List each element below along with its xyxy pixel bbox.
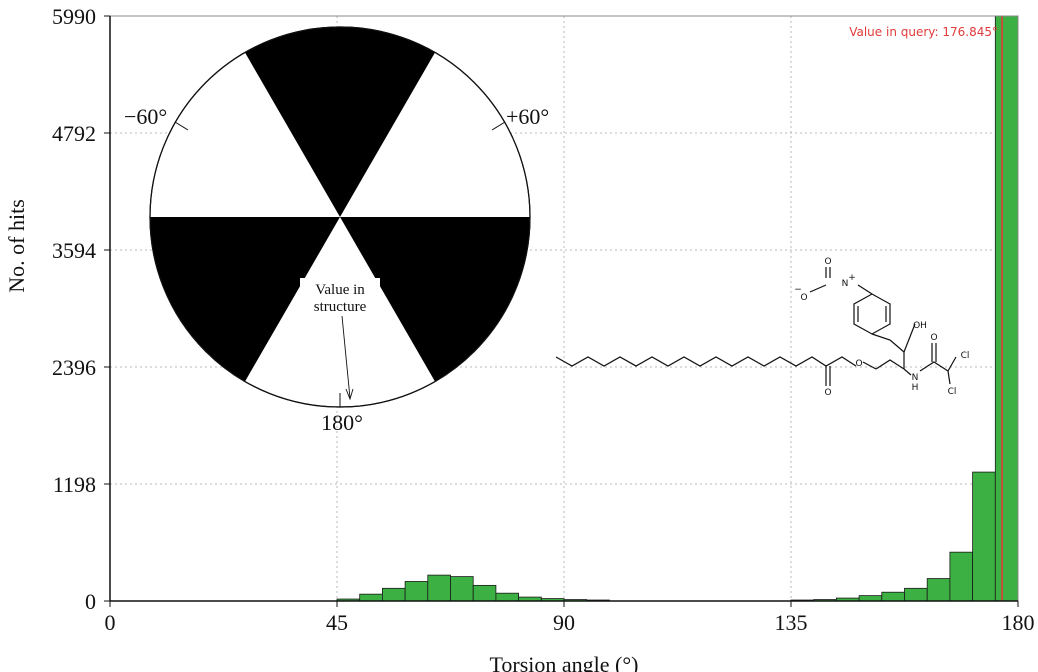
svg-text:+: +: [848, 273, 856, 283]
svg-text:H: H: [912, 383, 919, 393]
svg-text:O: O: [800, 293, 807, 303]
histogram-bar-15: [858, 595, 883, 602]
y-tick-label-3: 3594: [52, 238, 96, 263]
x-axis-label: Torsion angle (°): [490, 652, 639, 672]
svg-text:Cl: Cl: [948, 387, 957, 397]
y-tick-labels: 0 1198 2396 3594 4792 5990: [52, 4, 110, 614]
benzene-ring: [853, 293, 891, 335]
x-tick-label-2: 90: [553, 610, 575, 635]
y-tick-label-0: 0: [85, 589, 96, 614]
y-tick-label-2: 2396: [52, 355, 96, 380]
x-tick-label-3: 135: [775, 610, 808, 635]
y-tick-label-4: 4792: [52, 121, 96, 146]
histogram-bar-7: [495, 592, 519, 602]
dial-label-180: 180°: [321, 410, 363, 435]
svg-text:O: O: [930, 333, 937, 343]
histogram-bar-16: [881, 591, 905, 602]
dial-note-line2: structure: [314, 299, 367, 315]
svg-text:O: O: [824, 388, 831, 398]
histogram-bar-2: [381, 587, 406, 602]
svg-text:O: O: [855, 359, 862, 369]
histogram-bar-3: [404, 581, 429, 602]
svg-text:N: N: [912, 373, 919, 383]
dial-sector-top: [245, 27, 435, 217]
dial-label-plus60: +60°: [506, 104, 549, 129]
y-tick-label-5: 5990: [52, 4, 96, 29]
bars-layer: [336, 15, 1019, 602]
histogram-bar-19: [949, 551, 974, 602]
x-tick-label-0: 0: [105, 610, 116, 635]
svg-text:Cl: Cl: [961, 351, 970, 361]
svg-text:O: O: [824, 257, 831, 267]
histogram-bar-5: [450, 576, 474, 602]
svg-text:−: −: [794, 285, 802, 295]
x-tick-label-4: 180: [1002, 610, 1035, 635]
svg-text:OH: OH: [913, 321, 927, 331]
molecule-atom-labels: O O N H O Cl Cl OH N + O − O: [794, 257, 969, 398]
histogram-bar-1: [359, 593, 383, 602]
y-tick-label-1: 1198: [53, 472, 96, 497]
histogram-bar-18: [926, 578, 951, 602]
dial-sector-lower-left: [150, 217, 340, 382]
query-value-label: Value in query: 176.845°: [849, 25, 998, 39]
dial-note-line1: Value in: [315, 282, 365, 298]
dial-sector-lower-right: [340, 217, 530, 382]
dial-label-minus60: −60°: [124, 104, 167, 129]
histogram-bar-17: [904, 587, 928, 602]
svg-text:N: N: [842, 279, 849, 289]
histogram-bar-4: [427, 574, 451, 602]
histogram-bar-20: [972, 471, 996, 602]
x-tick-labels: 0 45 90 135 180: [105, 601, 1035, 635]
histogram-bar-6: [472, 584, 497, 602]
x-tick-label-1: 45: [326, 610, 348, 635]
dial-value-arrow: [341, 315, 351, 399]
torsion-dial-inset: −60° +60° 180° Value in structure: [124, 26, 549, 435]
y-axis-label: No. of hits: [4, 199, 29, 293]
histogram-bar-21: [994, 15, 1019, 602]
molecule-structure: [555, 267, 957, 386]
alkyl-chain: [555, 356, 857, 367]
